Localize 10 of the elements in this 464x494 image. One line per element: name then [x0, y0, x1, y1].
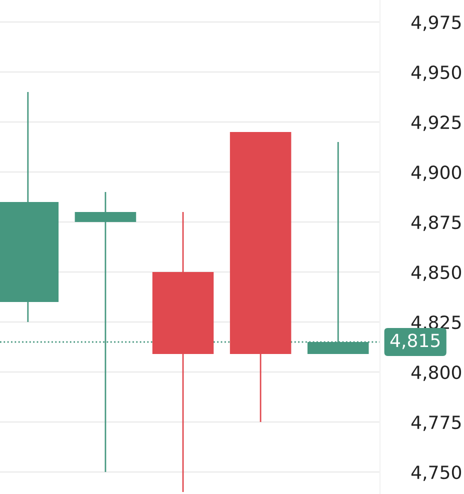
y-tick-label: 4,850: [411, 265, 462, 281]
y-tick-label: 4,800: [411, 365, 462, 381]
y-tick-label: 4,950: [411, 65, 462, 81]
y-tick-label: 4,750: [411, 465, 462, 481]
y-tick-label: 4,875: [411, 215, 461, 231]
y-tick-label: 4,900: [411, 165, 462, 181]
ref-line-label: 4,815: [390, 334, 440, 350]
y-tick-label: 4,775: [411, 416, 461, 431]
y-tick-label: 4,925: [411, 115, 461, 131]
y-tick-label: 4,975: [411, 15, 461, 31]
